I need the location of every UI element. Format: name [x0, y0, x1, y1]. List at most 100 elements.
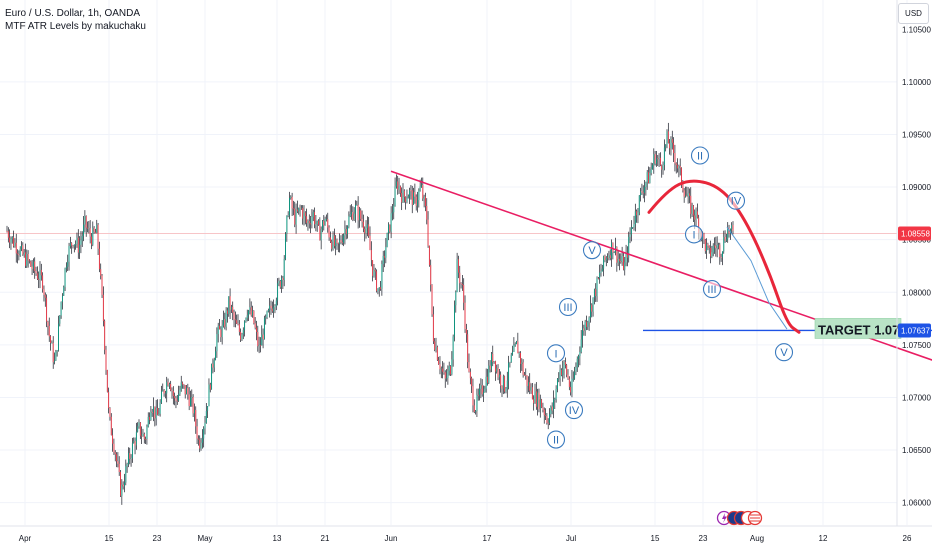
price-series: [6, 122, 734, 505]
wave-label-circle[interactable]: [702, 280, 722, 299]
currency-button[interactable]: USD: [898, 3, 929, 24]
candle-body: [704, 239, 706, 252]
candle-body: [244, 321, 246, 330]
candle-body: [688, 193, 690, 196]
candle-body: [27, 253, 29, 261]
candle-body: [640, 191, 642, 196]
candle-body: [454, 305, 455, 337]
candle-body: [131, 442, 133, 458]
candle-body: [106, 370, 108, 392]
candle-body: [34, 261, 36, 271]
candle-body: [720, 256, 722, 258]
projection-arc[interactable]: [647, 179, 801, 334]
candle-body: [388, 224, 389, 233]
candle-body: [303, 212, 305, 219]
wave-label-circle[interactable]: [774, 343, 794, 362]
wave-label-circle[interactable]: [558, 297, 578, 317]
candle-body: [670, 139, 672, 149]
candle-body: [223, 319, 224, 326]
target-label[interactable]: TARGET 1.0776: [818, 322, 914, 337]
candle-body: [461, 284, 463, 286]
candle-body: [446, 378, 448, 379]
candle-body: [480, 385, 482, 389]
indicator-title[interactable]: MTF ATR Levels by makuchaku: [5, 21, 146, 32]
projection-path[interactable]: [726, 226, 788, 330]
candle-body: [358, 210, 360, 221]
candle-body: [487, 376, 488, 383]
candle-body: [522, 362, 524, 375]
candle-body: [605, 257, 607, 261]
candle-body: [440, 368, 442, 370]
candle-body: [389, 224, 391, 232]
wave-label-circle[interactable]: [726, 191, 746, 210]
candle-body: [399, 186, 401, 193]
wave-label-circle[interactable]: [684, 225, 704, 244]
wave-label-circle[interactable]: [546, 430, 566, 449]
candle-body: [157, 407, 158, 416]
candle-body: [164, 393, 166, 395]
candle-body: [556, 378, 558, 389]
candle-body: [604, 255, 606, 261]
candle-body: [494, 361, 496, 372]
wave-label-circle[interactable]: [582, 241, 602, 260]
candle-body: [311, 216, 313, 225]
candle-body: [725, 239, 727, 241]
candle-body: [283, 258, 285, 280]
candle-body: [498, 374, 500, 378]
candle-body: [289, 197, 290, 216]
candle-body: [654, 154, 656, 164]
event-icons[interactable]: [716, 509, 768, 527]
wave-label: I: [692, 229, 695, 241]
candle-body: [554, 399, 556, 401]
candle-body: [217, 325, 219, 335]
candle-body: [287, 215, 289, 217]
candle-body: [369, 235, 371, 251]
wave-label-circle[interactable]: [690, 146, 710, 165]
candle-body: [694, 215, 696, 220]
wave-label: IV: [731, 196, 742, 208]
candle-body: [336, 239, 338, 244]
candle-body: [685, 195, 686, 197]
candle-body: [246, 315, 248, 319]
candle-body: [649, 172, 651, 184]
candle-body: [236, 320, 238, 324]
candle-body: [613, 252, 615, 254]
candle-body: [149, 416, 151, 420]
candle-body: [632, 227, 634, 228]
candle-body: [468, 362, 470, 372]
candle-body: [525, 375, 527, 376]
candle-body: [190, 397, 191, 407]
axes[interactable]: 1.06000 1.06500 1.07000 1.07500 1.08000 1.085…: [0, 0, 932, 543]
candle-body: [248, 310, 250, 316]
x-tick-label: 21: [321, 534, 330, 543]
candle-body: [318, 220, 319, 225]
candle-body: [215, 351, 217, 361]
candle-body: [356, 204, 358, 206]
wave-label-circle[interactable]: [564, 401, 584, 420]
candle-body: [698, 217, 700, 233]
wave-label-circle[interactable]: [546, 344, 566, 363]
candle-body: [259, 345, 261, 347]
candle-body: [9, 237, 11, 243]
candle-body: [254, 323, 256, 328]
candle-body: [85, 216, 87, 228]
candle-body: [582, 328, 583, 340]
candle-body: [523, 374, 525, 376]
y-tick-label: 1.10500: [902, 25, 931, 34]
candle-body: [121, 484, 123, 496]
candle-body: [587, 322, 589, 327]
wave-label: II: [697, 151, 703, 163]
candle-body: [325, 219, 327, 220]
candle-body: [386, 232, 388, 247]
candle-body: [677, 165, 679, 169]
symbol-title[interactable]: Euro / U.S. Dollar, 1h, OANDA: [5, 8, 141, 19]
candle-body: [232, 306, 234, 313]
candle-body: [385, 246, 387, 258]
candle-body: [644, 186, 646, 194]
candle-body: [188, 394, 190, 407]
candle-body: [294, 208, 296, 225]
candle-body: [683, 190, 685, 197]
